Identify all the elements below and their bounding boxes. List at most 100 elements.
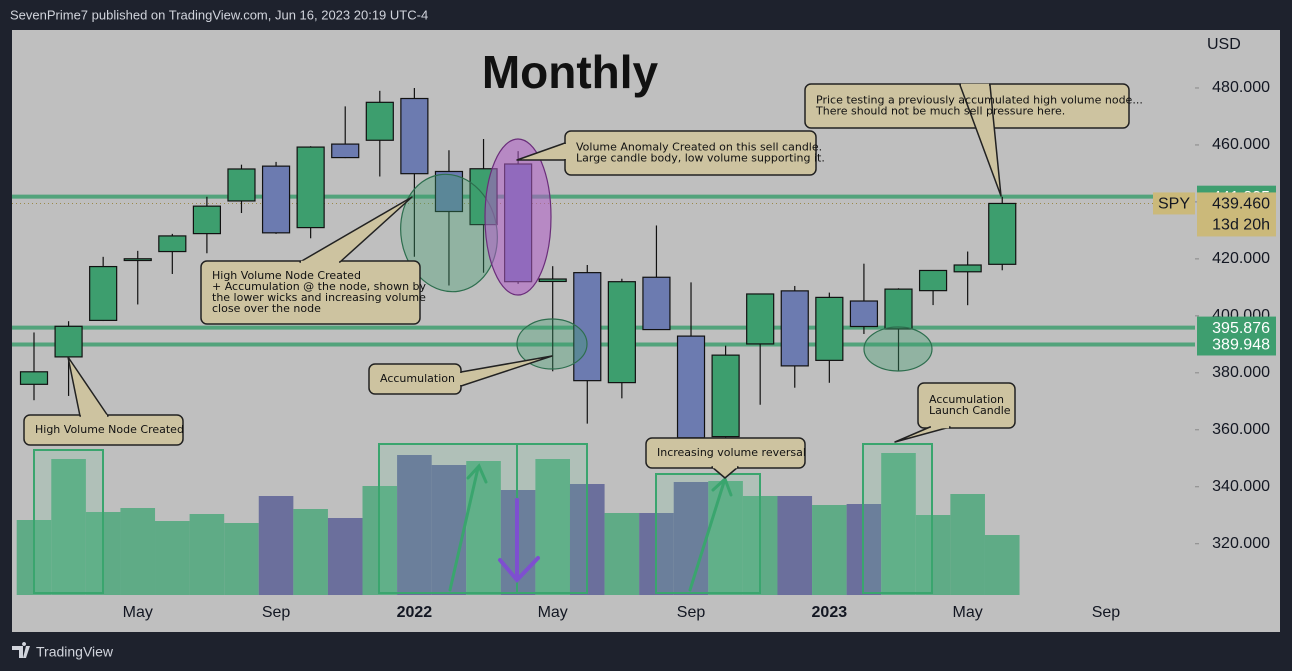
x-tick-label: May: [953, 604, 983, 621]
candle-body: [158, 235, 187, 253]
volume-bar: [604, 513, 640, 595]
last-price-tag: [1197, 192, 1276, 237]
volume-pane: [16, 453, 1020, 595]
callout-text: Large candle body, low volume supporting…: [576, 152, 825, 165]
callout-text: High Volume Node Created: [35, 423, 184, 436]
header: SevenPrime7 published on TradingView.com…: [10, 7, 428, 22]
candle-body: [538, 278, 567, 283]
volume-bar: [155, 521, 190, 595]
callout-text: + Accumulation @ the node, shown by: [212, 280, 427, 293]
brand: TradingView: [36, 644, 114, 660]
volume-bar: [535, 459, 570, 595]
volume-bar: [327, 518, 363, 595]
candle-body: [365, 101, 394, 141]
x-tick-label: Sep: [262, 604, 291, 621]
levels: [12, 194, 1195, 347]
candle-body: [573, 272, 602, 382]
y-tick-label: 340.000: [1212, 478, 1270, 495]
arrows: [448, 463, 733, 592]
x-tick-label: Sep: [677, 604, 706, 621]
candle-body: [261, 165, 291, 234]
callout-text: the lower wicks and increasing volume: [212, 291, 426, 304]
x-tick-label: May: [538, 604, 568, 621]
callout-text: High Volume Node Created: [212, 269, 361, 282]
axes: USD May Sep 2022 May Sep 2023 May Sep 320.000 340…: [123, 36, 1276, 621]
candle-body: [331, 143, 360, 159]
candle-body: [400, 97, 429, 175]
y-tick-label: 380.000: [1212, 364, 1270, 381]
volume-bar: [466, 461, 501, 595]
y-tick-label: 460.000: [1212, 136, 1270, 153]
callout-text: Accumulation: [380, 372, 455, 385]
candle-body: [676, 335, 706, 439]
symbol-label: SPY: [1158, 196, 1190, 213]
volume-bar: [397, 455, 432, 595]
y-tick-label: 480.000: [1212, 79, 1270, 96]
callout-text: There should not be much sell pressure h…: [815, 105, 1065, 118]
callout-box: [917, 382, 1016, 429]
candle-body: [988, 202, 1017, 265]
zones: [400, 138, 933, 372]
volume-bar: [673, 482, 709, 595]
candle-body: [227, 168, 256, 202]
chart-title: Monthly: [482, 46, 659, 98]
candle-body: [123, 258, 152, 262]
candle-body: [953, 264, 982, 273]
candle-body: [89, 265, 118, 322]
candle-body: [815, 296, 844, 361]
candle-body: [642, 276, 671, 331]
volume-bar: [431, 465, 467, 595]
volume-bar: [915, 515, 951, 595]
callout-text: Increasing volume reversal: [657, 446, 806, 459]
candle-body: [849, 300, 879, 328]
x-tick-label: 2022: [397, 604, 433, 621]
footer: TradingView: [12, 642, 114, 660]
countdown: 13d 20h: [1212, 217, 1270, 234]
candle-body: [918, 269, 948, 292]
callout-text: Volume Anomaly Created on this sell cand…: [576, 141, 822, 154]
callout-text: Launch Candle: [929, 404, 1011, 417]
volume-bar: [293, 509, 328, 595]
volume-bar: [189, 514, 225, 595]
candle-body: [19, 371, 49, 385]
y-tick-label: 420.000: [1212, 250, 1270, 267]
x-tick-label: 2023: [812, 604, 848, 621]
y-tick-label: 360.000: [1212, 421, 1270, 438]
level-tag: [1197, 316, 1276, 339]
volume-bar: [51, 459, 86, 595]
volume-bar: [777, 496, 813, 595]
volume-bar: [120, 508, 156, 595]
candle-body: [780, 290, 809, 367]
volume-bar: [984, 535, 1020, 595]
candle-body: [54, 325, 83, 358]
volume-bar: [708, 481, 743, 595]
symbol-tag: [1153, 192, 1195, 215]
level-tag-label: 395.876: [1212, 320, 1270, 337]
callout-text: close over the node: [212, 302, 321, 315]
x-tick-label: May: [123, 604, 153, 621]
callout-text: Accumulation: [929, 393, 1004, 406]
candle-body: [434, 170, 464, 213]
volume-bar: [950, 494, 985, 595]
candle-body: [711, 354, 740, 438]
volume-bar: [881, 453, 916, 595]
candle-body: [746, 293, 775, 345]
candle-body: [296, 146, 325, 229]
volume-highlights: [33, 443, 933, 594]
x-tick-label: Sep: [1092, 604, 1121, 621]
volume-bar: [258, 496, 294, 595]
level-tag-label: 389.948: [1212, 337, 1270, 354]
last-price-label: 439.460: [1212, 196, 1270, 213]
annotations: High Volume Node Created High Volume Node…: [23, 83, 1143, 479]
level-tag: [1197, 333, 1276, 356]
volume-bar: [812, 505, 847, 595]
candle-body: [884, 288, 913, 330]
candle-body: [607, 281, 636, 384]
candle-body: [192, 205, 221, 235]
y-axis-label: USD: [1207, 36, 1241, 53]
y-tick-label: 320.000: [1212, 535, 1270, 552]
volume-bar: [224, 523, 259, 595]
callout-text: Price testing a previously accumulated h…: [816, 94, 1143, 107]
